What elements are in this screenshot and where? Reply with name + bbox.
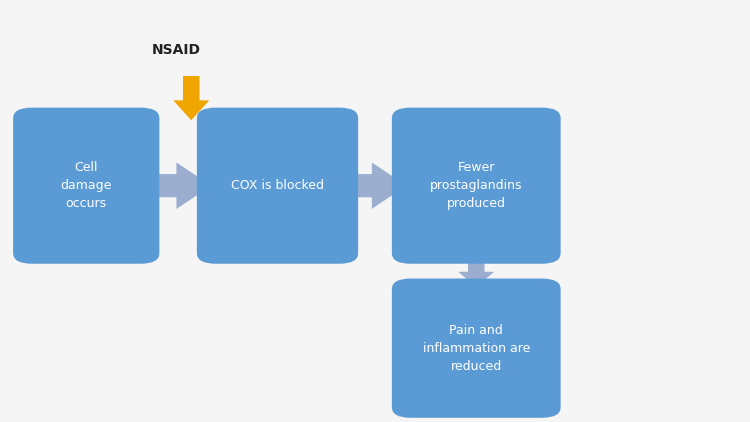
FancyBboxPatch shape [392, 108, 560, 264]
Text: Fewer
prostaglandins
produced: Fewer prostaglandins produced [430, 161, 523, 210]
Text: COX is blocked: COX is blocked [231, 179, 324, 192]
Polygon shape [148, 162, 211, 209]
FancyBboxPatch shape [392, 279, 560, 418]
FancyBboxPatch shape [196, 108, 358, 264]
Text: NSAID: NSAID [152, 43, 201, 57]
Polygon shape [344, 162, 406, 209]
Text: Cell
damage
occurs: Cell damage occurs [61, 161, 112, 210]
Text: Pain and
inflammation are
reduced: Pain and inflammation are reduced [422, 324, 530, 373]
Polygon shape [458, 253, 494, 287]
Polygon shape [173, 76, 209, 120]
FancyBboxPatch shape [13, 108, 160, 264]
